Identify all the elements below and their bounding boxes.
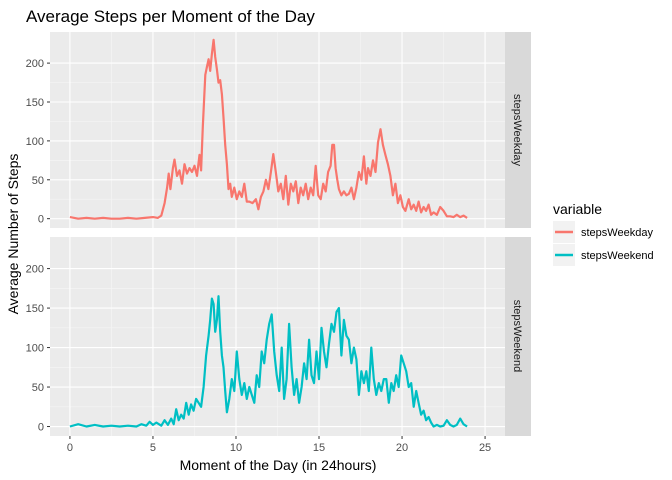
y-axis-bottom: 0 50 100 150 200 [26,264,50,434]
facet-strip-label: stepsWeekday [511,94,523,166]
panel-grid [50,237,505,436]
series-line-stepsWeekend [69,295,468,428]
series-line-stepsWeekday [69,38,468,220]
panel-grid [50,32,505,228]
legend-entry: stepsWeekday [553,221,653,243]
y-tick-label: 100 [26,136,44,148]
x-tick-label: 15 [313,442,325,454]
x-tick-label: 5 [150,442,156,454]
legend-entry: stepsWeekend [553,244,654,266]
y-tick-label: 50 [32,382,44,394]
x-axis: 0 5 10 15 20 25 [67,436,491,454]
panel-lines [69,38,468,220]
panel-lines [69,295,468,428]
x-tick-label: 20 [396,442,408,454]
y-tick-label: 100 [26,343,44,355]
legend: variable stepsWeekday stepsWeekend [553,201,654,266]
facet-strip-label: stepsWeekend [511,300,523,373]
x-tick-label: 0 [67,442,73,454]
legend-title: variable [553,201,602,217]
x-tick-label: 25 [479,442,491,454]
y-tick-label: 150 [26,303,44,315]
y-tick-label: 0 [38,214,44,226]
legend-label: stepsWeekday [581,227,653,239]
y-axis-title: Average Number of Steps [5,154,21,315]
panel-weekend: stepsWeekend [50,237,531,436]
x-axis-title: Moment of the Day (in 24hours) [180,457,377,473]
legend-label: stepsWeekend [581,250,654,262]
panel-weekday: stepsWeekday [50,32,531,228]
y-axis-top: 0 50 100 150 200 [26,58,50,226]
facet-strip [505,32,531,228]
y-tick-label: 150 [26,97,44,109]
y-tick-label: 200 [26,264,44,276]
facet-strip [505,237,531,436]
y-tick-label: 50 [32,175,44,187]
y-tick-label: 200 [26,58,44,70]
chart-title: Average Steps per Moment of the Day [26,7,315,26]
x-tick-label: 10 [230,442,242,454]
y-tick-label: 0 [38,422,44,434]
